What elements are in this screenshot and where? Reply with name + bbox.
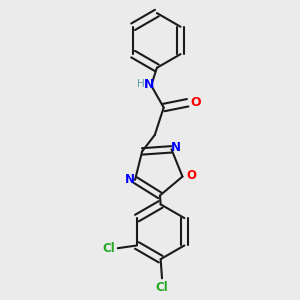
Text: Cl: Cl <box>156 281 168 294</box>
Text: N: N <box>125 173 135 186</box>
Text: O: O <box>186 169 197 182</box>
Text: Cl: Cl <box>103 242 115 255</box>
Text: H: H <box>136 79 144 89</box>
Text: N: N <box>171 141 181 154</box>
Text: N: N <box>144 78 154 92</box>
Text: O: O <box>190 96 201 109</box>
